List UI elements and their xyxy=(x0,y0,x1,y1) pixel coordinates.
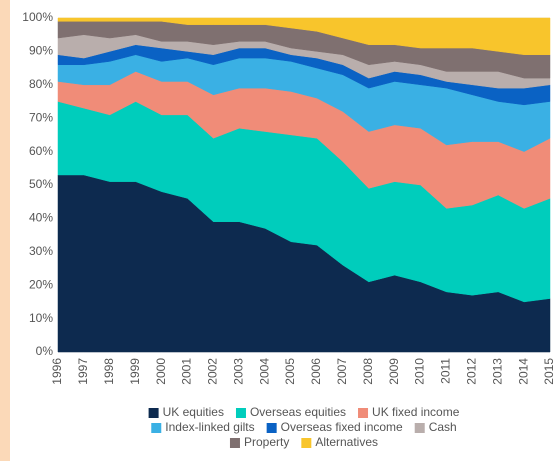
x-tick-label: 2015 xyxy=(542,358,555,385)
legend-label: UK equities xyxy=(163,405,224,419)
legend-swatch xyxy=(151,423,162,433)
area xyxy=(57,17,551,55)
legend-swatch xyxy=(235,408,246,418)
legend-swatch xyxy=(414,423,425,433)
legend-row: UK equities Overseas equities UK fixed inc… xyxy=(148,405,460,419)
x-tick-label: 1997 xyxy=(76,358,90,385)
y-tick-label: 90% xyxy=(29,44,53,58)
legend-label: Cash xyxy=(429,420,457,434)
x-tick-label: 1998 xyxy=(102,358,116,385)
legend-row: Index-linked gilts Overseas fixed income C… xyxy=(151,420,457,434)
x-tick-label: 2004 xyxy=(257,358,271,385)
y-tick-label: 70% xyxy=(29,110,53,124)
x-tick-label: 2005 xyxy=(283,358,297,385)
legend-label: Index-linked gilts xyxy=(165,420,254,434)
x-tick-label: 2007 xyxy=(335,358,349,385)
y-tick-label: 100% xyxy=(22,10,53,24)
x-tick-label: 2001 xyxy=(180,358,194,385)
x-tick-label: 2013 xyxy=(490,358,504,385)
legend-row: Property Alternatives xyxy=(229,435,378,449)
x-tick-label: 2000 xyxy=(154,358,168,385)
y-tick-label: 60% xyxy=(29,144,53,158)
y-tick-label: 40% xyxy=(29,211,53,225)
y-tick-label: 50% xyxy=(29,177,53,191)
legend-swatch xyxy=(266,423,277,433)
x-tick-label: 2002 xyxy=(206,358,220,385)
x-tick-label: 1996 xyxy=(50,358,64,385)
x-tick-label: 2012 xyxy=(464,358,478,385)
x-tick-label: 2009 xyxy=(387,358,401,385)
x-tick-label: 2011 xyxy=(439,358,453,384)
x-tick-label: 2003 xyxy=(231,358,245,385)
x-tick-label: 2014 xyxy=(516,358,530,385)
y-tick-label: 80% xyxy=(29,77,53,91)
x-tick-label: 2010 xyxy=(413,358,427,385)
legend-label: Overseas fixed income xyxy=(281,420,403,434)
y-tick-label: 20% xyxy=(29,277,53,291)
legend-label: UK fixed income xyxy=(372,405,460,419)
legend-label: Overseas equities xyxy=(250,405,346,419)
legend-swatch xyxy=(358,408,369,418)
y-tick-label: 0% xyxy=(36,344,54,358)
legend-swatch xyxy=(148,408,159,418)
areas xyxy=(57,17,551,353)
legend-swatch xyxy=(301,438,312,448)
legend-label: Property xyxy=(244,435,289,449)
legend-label: Alternatives xyxy=(315,435,378,449)
x-tick-label: 2008 xyxy=(361,358,375,385)
y-tick-label: 10% xyxy=(29,311,53,325)
legend-swatch xyxy=(229,438,240,448)
side-strip xyxy=(0,0,10,461)
x-tick-label: 1999 xyxy=(128,358,142,385)
y-tick-label: 30% xyxy=(29,244,53,258)
x-tick-label: 2006 xyxy=(309,358,323,385)
